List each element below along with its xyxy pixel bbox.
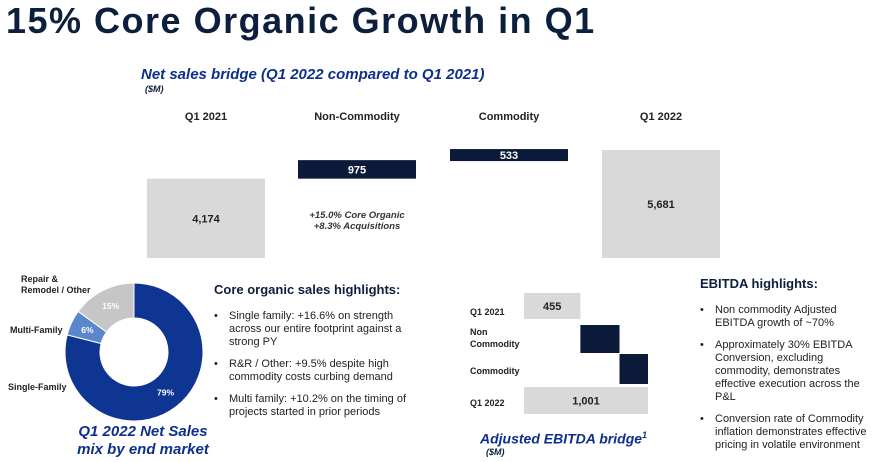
core-organic-bullet: Single family: +16.6% on strength across… xyxy=(214,310,414,349)
ebitda-cat-non-commodity-line1: Non xyxy=(470,327,488,337)
bridge-annotation-core: +15.0% Core Organic xyxy=(309,210,405,221)
bridge-bar-label: 5,681 xyxy=(647,199,675,211)
ebitda-cat-non-commodity-line2: Commodity xyxy=(470,339,520,349)
ebitda-bridge-title: Adjusted EBITDA bridge1 xyxy=(480,430,647,447)
core-organic-bullet: R&R / Other: +9.5% despite high commodit… xyxy=(214,358,414,384)
ebitda-cat-q1-2022: Q1 2022 xyxy=(470,398,505,408)
ebitda-bullet: Non commodity Adjusted EBITDA growth of … xyxy=(700,304,872,330)
pie-label-single-family: Single-Family xyxy=(8,382,67,392)
donut-caption-line2: mix by end market xyxy=(77,441,209,458)
bridge-cat-q1-2022: Q1 2022 xyxy=(639,111,683,123)
ebitda-bullet: Conversion rate of Commodity inflation d… xyxy=(700,413,872,452)
core-organic-heading: Core organic sales highlights: xyxy=(214,282,401,297)
donut-caption-line1: Q1 2022 Net Sales xyxy=(78,423,208,440)
core-organic-bullets: Single family: +16.6% on strength across… xyxy=(214,310,414,428)
ebitda-bullet: Approximately 30% EBITDA Conversion, exc… xyxy=(700,339,872,404)
ebitda-bar xyxy=(524,387,648,414)
donut-slice-label: 79% xyxy=(157,388,174,398)
ebitda-bar xyxy=(619,354,648,384)
ebitda-units: ($M) xyxy=(486,447,505,457)
ebitda-bar xyxy=(580,325,620,353)
ebitda-cat-non-commodity: Non Commodity xyxy=(470,326,520,350)
donut-caption: Q1 2022 Net Sales mix by end market xyxy=(58,423,228,459)
pie-label-repair-line2: Remodel / Other xyxy=(21,285,91,295)
donut-slice-label: 6% xyxy=(81,325,94,335)
pie-label-multi-family: Multi-Family xyxy=(10,325,63,335)
net-sales-bridge-title: Net sales bridge (Q1 2022 compared to Q1… xyxy=(141,66,485,83)
ebitda-cat-q1-2021: Q1 2021 xyxy=(470,307,505,317)
donut-slice xyxy=(77,282,135,333)
bridge-cat-commodity: Commodity xyxy=(478,111,540,123)
bridge-cat-q1-2021: Q1 2021 xyxy=(184,111,228,123)
donut-slice xyxy=(64,282,204,422)
donut-slice-label: 15% xyxy=(102,301,119,311)
pie-label-repair-remodel: Repair & Remodel / Other xyxy=(21,274,91,296)
bridge-cat-non-commodity: Non-Commodity xyxy=(314,111,400,123)
pie-label-repair-line1: Repair & xyxy=(21,274,59,284)
ebitda-cat-commodity: Commodity xyxy=(470,366,520,376)
ebitda-heading: EBITDA highlights: xyxy=(700,276,818,291)
page-title: 15% Core Organic Growth in Q1 xyxy=(6,0,596,41)
bridge-bar xyxy=(602,150,720,258)
core-organic-bullet: Multi family: +10.2% on the timing of pr… xyxy=(214,393,414,419)
ebitda-bar xyxy=(524,293,581,319)
ebitda-bridge-title-text: Adjusted EBITDA bridge xyxy=(480,430,643,447)
bridge-bar-label: 533 xyxy=(500,150,518,162)
bridge-bar-label: 975 xyxy=(348,164,366,176)
bridge-annotation: +15.0% Core Organic +8.3% Acquisitions xyxy=(290,210,424,232)
ebitda-footnote-marker: 1 xyxy=(642,430,648,440)
bridge-bar-label: 4,174 xyxy=(192,213,220,225)
ebitda-bullets: Non commodity Adjusted EBITDA growth of … xyxy=(700,304,872,461)
bridge-bar xyxy=(147,178,265,258)
bridge-annotation-acq: +8.3% Acquisitions xyxy=(313,221,401,232)
net-sales-units: ($M) xyxy=(145,84,164,94)
bridge-bar xyxy=(450,149,568,162)
ebitda-bar-label: 1,001 xyxy=(572,396,600,408)
bridge-bar xyxy=(298,160,416,179)
ebitda-bar-label: 455 xyxy=(543,301,561,313)
